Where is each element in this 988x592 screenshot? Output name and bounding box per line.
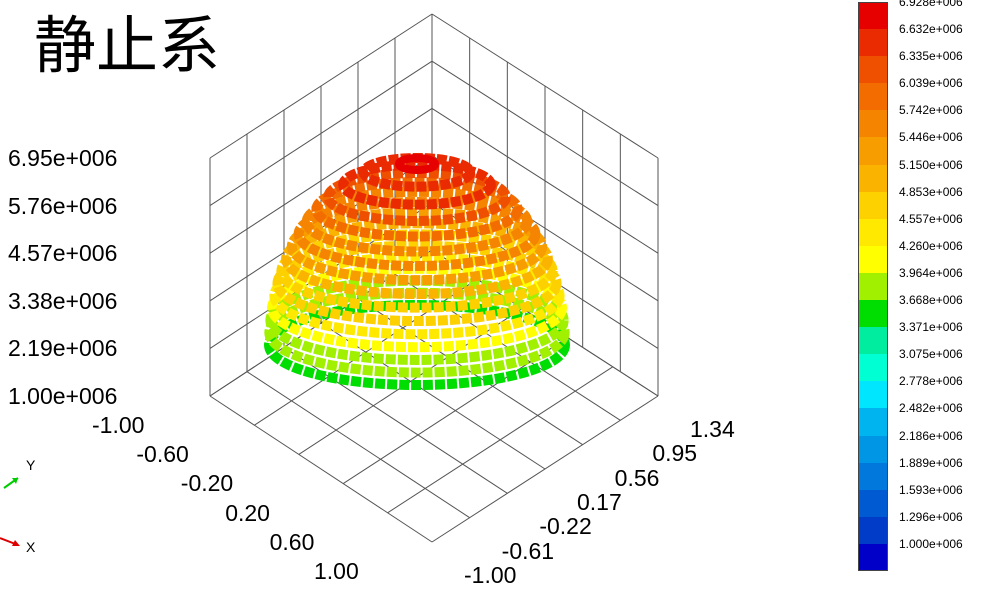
colorbar-swatch [858,408,888,436]
y-tick-label: -0.22 [539,513,592,540]
z-tick-label: 4.57e+006 [8,240,118,267]
colorbar-swatch [858,489,888,517]
y-tick-label: 0.95 [652,440,698,467]
x-tick-label: -0.20 [180,470,234,497]
surface-ring [272,240,562,327]
x-axis-arrowhead [12,540,20,546]
colorbar-swatch [858,191,888,219]
y-tick-label: 0.56 [614,464,660,491]
surface-ring [286,207,548,286]
grid-line [431,13,659,159]
colorbar-label: 3.964e+006 [899,265,963,280]
x-tick-label: -0.60 [136,441,189,468]
colorbar-label: 6.632e+006 [899,22,963,37]
colorbar-swatch [858,110,888,138]
colorbar-swatch [858,164,888,192]
x-tick-label: 0.60 [269,528,315,555]
colorbar-label: 2.482e+006 [899,401,963,416]
colorbar-label: 6.039e+006 [899,76,963,91]
colorbar-label: 5.150e+006 [899,157,963,172]
surface-dome [264,152,570,390]
colorbar-swatch [858,543,888,571]
colorbar-swatch [858,2,888,30]
y-axis-widget-label: Y [26,457,36,473]
colorbar-label: 4.853e+006 [899,184,963,199]
axis-orientation-widget: YX [0,457,36,555]
colorbar-swatch [858,272,888,301]
y-tick-label: -0.61 [501,537,555,564]
colorbar-swatch [858,327,888,355]
colorbar-label: 4.557e+006 [899,211,963,226]
z-tick-label: 2.19e+006 [8,335,118,362]
colorbar-swatch [858,218,888,246]
colorbar-label: 2.778e+006 [899,374,963,389]
grid-line [246,371,470,519]
grid-line [209,60,433,207]
x-tick-label: -1.00 [92,412,145,438]
x-tick-label: 0.20 [225,499,270,526]
grid-line [320,322,546,470]
colorbar-label: 1.296e+006 [899,509,963,524]
colorbar-label: 1.889e+006 [899,455,963,470]
colorbar-label: 2.186e+006 [899,428,963,443]
colorbar-label: 5.742e+006 [899,103,963,118]
y-axis-arrowhead [12,478,18,484]
z-tick-label: 1.00e+006 [8,383,118,409]
x-tick-label: 1.00 [314,558,359,584]
grid-line [431,107,659,254]
colorbar-label: 4.260e+006 [899,238,963,253]
y-tick-label: -1.00 [464,562,517,588]
colorbar-swatch [858,29,888,57]
surface-ring [323,168,511,226]
surface-ring [301,186,533,257]
z-tick-label: 3.38e+006 [8,287,118,314]
colorbar-label: 3.371e+006 [899,320,963,335]
colorbar-label: 3.668e+006 [899,293,963,308]
y-tick-label: 0.17 [577,489,622,515]
z-tick-label: 5.76e+006 [8,192,118,219]
colorbar-label: 3.075e+006 [899,347,963,362]
z-tick-label: 6.95e+006 [8,145,118,171]
colorbar-swatch [858,462,888,490]
colorbar-swatch [858,435,888,463]
x-axis-widget-label: X [26,539,36,555]
y-tick-label: 1.34 [690,416,735,442]
colorbar-label: 6.335e+006 [899,49,963,64]
grid-line [209,107,433,254]
colorbar-swatch [858,381,888,409]
surface-ring [269,252,565,340]
colorbar-swatch [858,516,888,544]
grid-line [209,395,433,543]
colorbar-frame [858,2,888,572]
colorbar-swatch [858,245,888,273]
surface-cap [395,154,439,174]
grid-line [209,13,433,159]
colorbar-label: 6.928e+006 [899,0,963,9]
colorbar-swatch [858,354,888,382]
colorbar-label: 1.593e+006 [899,482,963,497]
colorbar-swatch [858,300,888,328]
surface-ring [338,159,496,210]
colorbar-swatch [858,56,888,84]
colorbar-swatch [858,137,888,165]
chart-title: 静止系 [34,9,221,82]
colorbar-swatch [858,83,888,111]
grid-line [431,60,659,207]
surface-ring [281,218,553,300]
colorbar-label: 5.446e+006 [899,130,963,145]
colorbar-label: 1.000e+006 [899,536,963,551]
surface-ring [264,287,570,378]
